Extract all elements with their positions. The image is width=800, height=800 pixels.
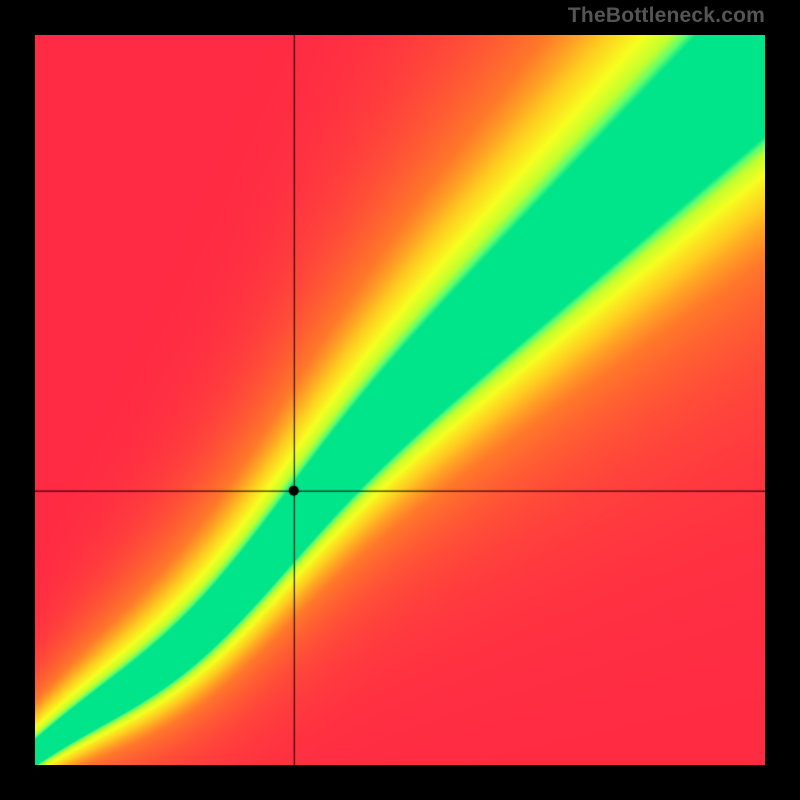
bottleneck-heatmap (35, 35, 765, 765)
watermark-text: TheBottleneck.com (568, 4, 765, 28)
chart-container: TheBottleneck.com (0, 0, 800, 800)
heatmap-wrap (35, 35, 765, 765)
